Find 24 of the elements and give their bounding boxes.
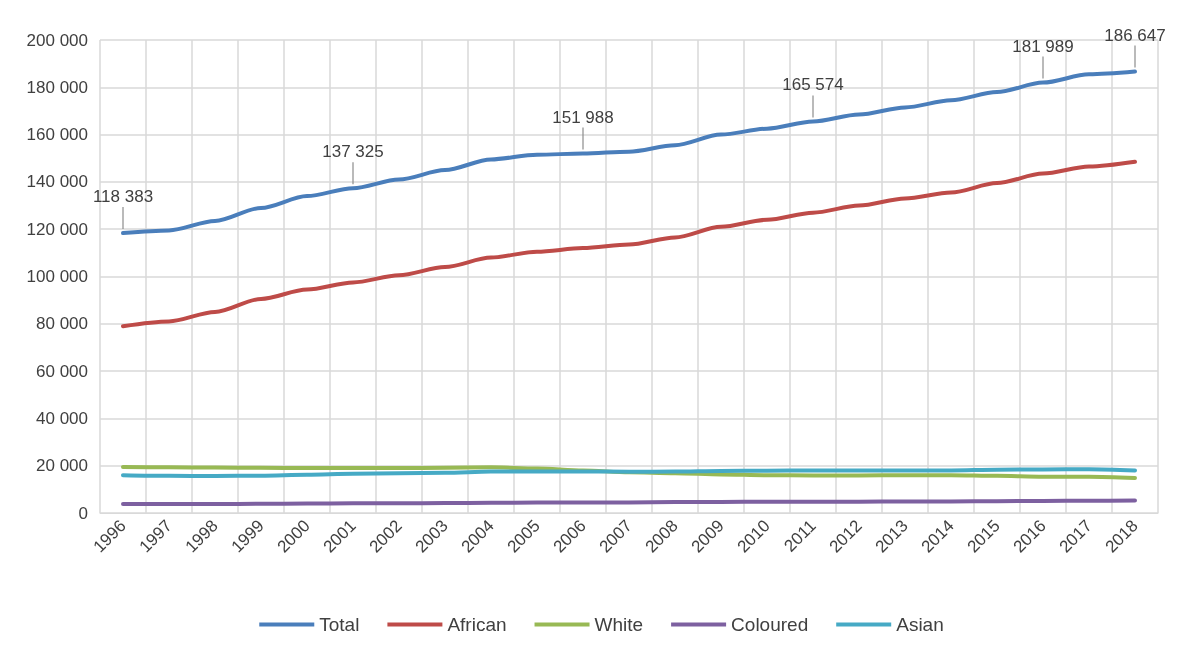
y-tick-label: 40 000 — [36, 408, 88, 428]
data-label: 186 647 — [1104, 25, 1166, 45]
line-series — [121, 159, 1137, 329]
y-tick-label: 80 000 — [36, 314, 88, 334]
legend-label: Coloured — [731, 614, 809, 635]
y-tick-label: 100 000 — [26, 267, 88, 286]
legend-label: African — [447, 614, 507, 635]
data-label: 165 574 — [782, 75, 844, 95]
y-tick-label: 160 000 — [26, 125, 88, 145]
y-tick-label: 180 000 — [26, 77, 88, 97]
data-label: 118 383 — [92, 187, 154, 207]
legend-label: White — [594, 614, 644, 635]
y-tick-label: 200 000 — [26, 30, 88, 50]
data-label: 137 325 — [322, 142, 384, 162]
y-tick-label: 60 000 — [36, 361, 88, 381]
legend-label: Total — [319, 614, 360, 635]
y-tick-label: 20 000 — [36, 456, 88, 476]
data-label: 181 989 — [1012, 36, 1074, 56]
legend-label: Asian — [896, 614, 944, 635]
y-tick-label: 120 000 — [26, 219, 88, 239]
line-series — [121, 69, 1137, 236]
y-tick-label: 140 000 — [26, 172, 88, 192]
y-tick-label: 0 — [78, 503, 88, 523]
data-label: 151 988 — [552, 107, 614, 127]
